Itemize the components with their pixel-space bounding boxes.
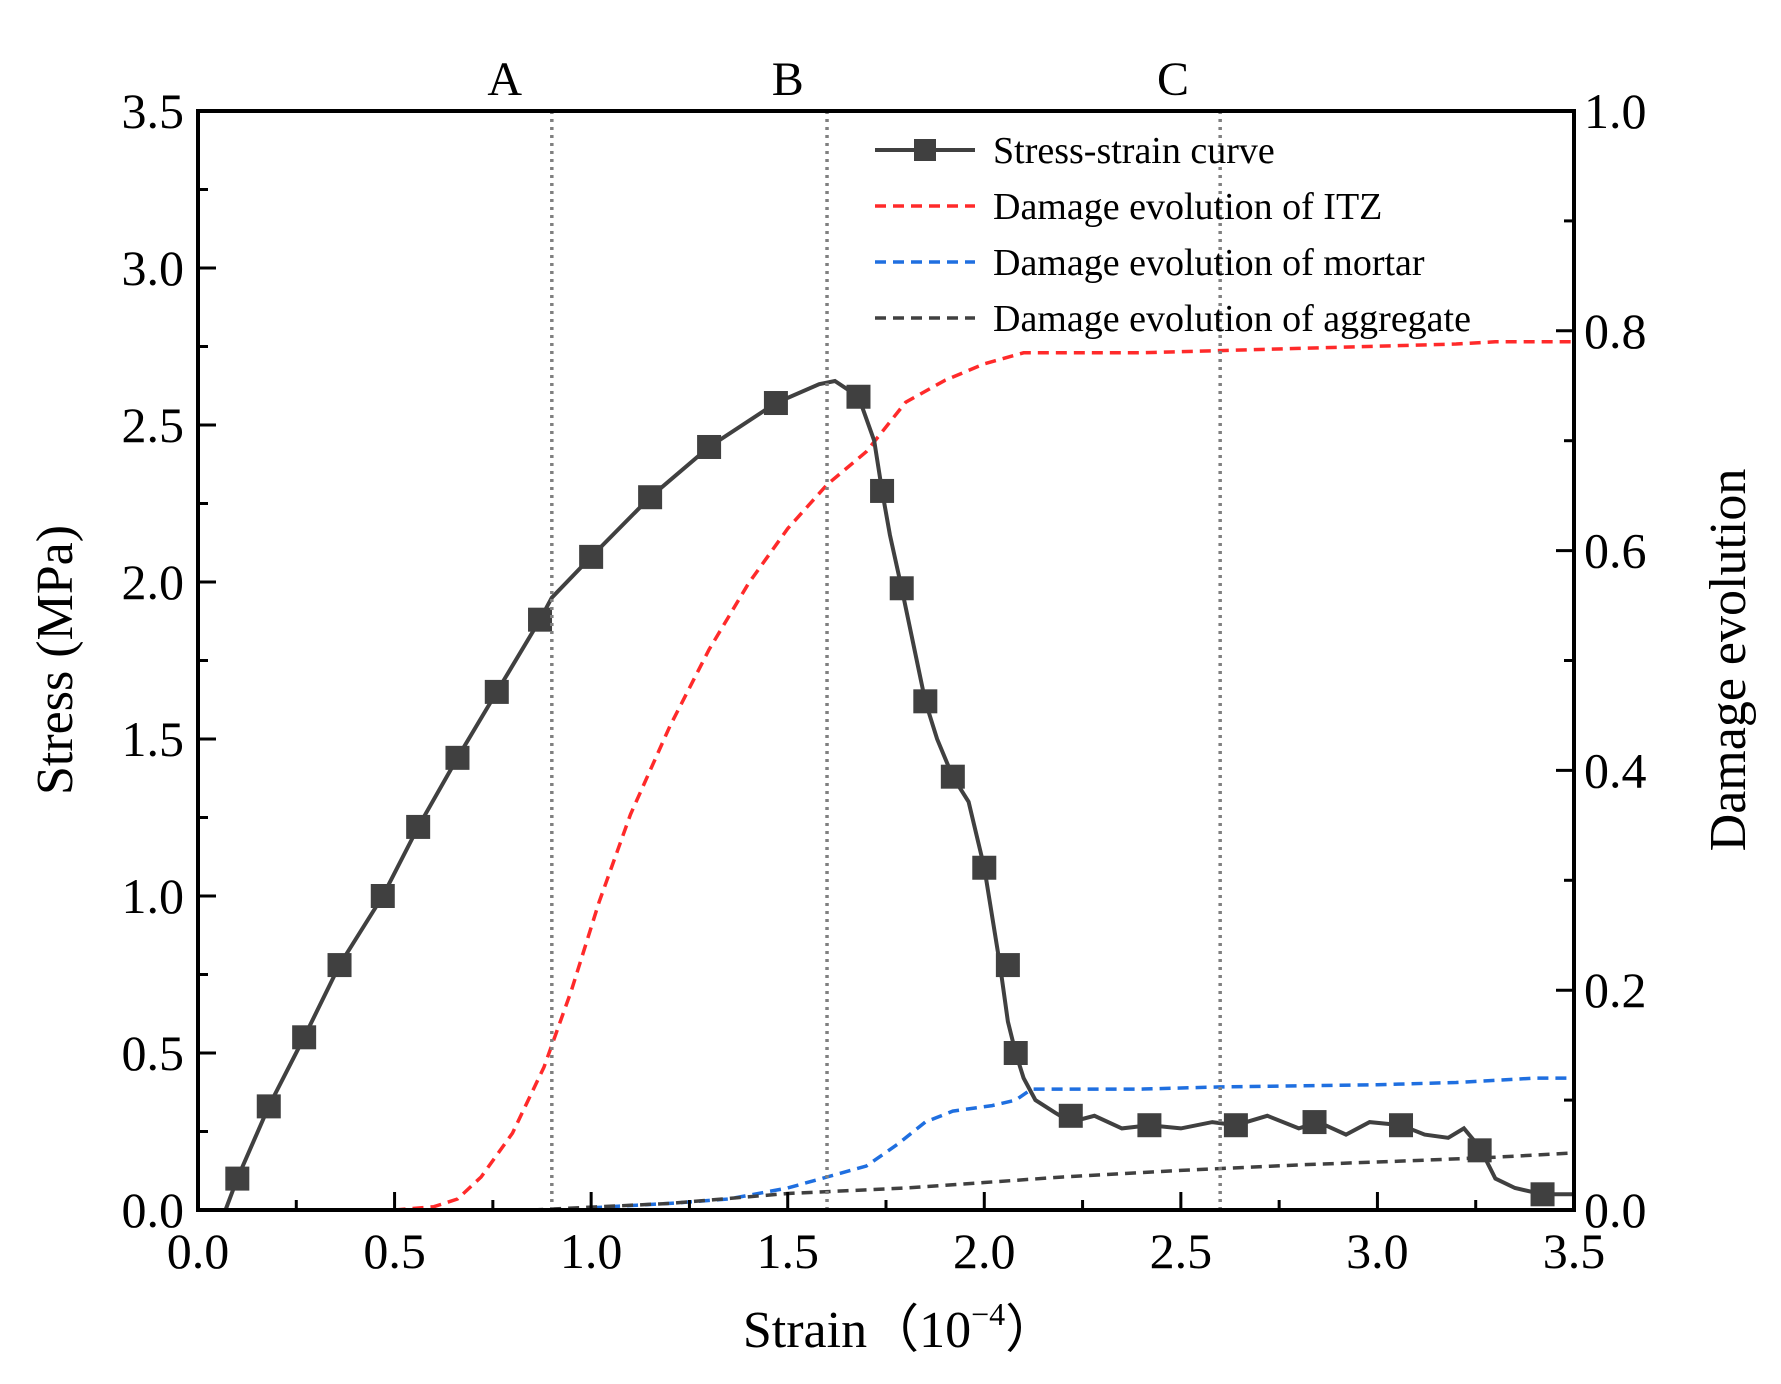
x-axis-title: Strain（10−4）: [743, 1296, 1057, 1359]
stress-marker: [1389, 1113, 1414, 1138]
y-right-tick-label: 0.4: [1584, 742, 1647, 798]
y-right-tick-label: 0.8: [1584, 303, 1647, 359]
stress-marker: [579, 544, 604, 569]
x-axis-title-text: Strain（: [743, 1302, 919, 1359]
stress-marker: [1530, 1182, 1555, 1207]
y-left-tick-label: 1.5: [122, 711, 185, 767]
stress-marker: [1223, 1113, 1248, 1138]
stress-marker: [870, 478, 895, 503]
legend-marker-stress-strain-curve: [914, 139, 936, 161]
stress-marker: [697, 434, 722, 459]
stress-marker: [225, 1166, 250, 1191]
y-right-tick-label: 0.6: [1584, 523, 1647, 579]
region-label-a: A: [487, 53, 522, 106]
stress-marker: [1467, 1138, 1492, 1163]
stress-marker: [445, 745, 470, 770]
stress-marker: [528, 607, 553, 632]
x-tick-label: 2.5: [1150, 1223, 1213, 1279]
stress-marker: [406, 814, 431, 839]
stress-marker: [484, 679, 509, 704]
x-tick-label: 3.5: [1543, 1223, 1606, 1279]
x-tick-label: 0.5: [363, 1223, 426, 1279]
x-axis-unit-base: 10: [919, 1302, 971, 1359]
stress-marker: [370, 884, 395, 908]
y-left-axis-title: Stress (MPa): [27, 525, 84, 795]
series-line-damage-evolution-of-itz: [394, 340, 1574, 1212]
series-line-stress-strain-curve: [223, 378, 1574, 1211]
legend-label-stress-strain-curve: Stress-strain curve: [993, 130, 1275, 172]
stress-marker: [972, 855, 997, 880]
region-lines: A B C: [487, 53, 1222, 1210]
region-label-b: B: [772, 53, 804, 106]
legend-label-damage-evolution-of-itz: Damage evolution of ITZ: [993, 186, 1382, 228]
y-right-tick-label: 0.2: [1584, 962, 1647, 1018]
y-right-axis-title: Damage evolution: [1700, 469, 1757, 852]
legend: Stress-strain curve Damage evolution of I…: [875, 130, 1471, 340]
series-layer: [223, 340, 1575, 1212]
x-tick-label: 1.0: [560, 1223, 623, 1279]
x-axis-title-close: ）: [1005, 1302, 1057, 1359]
region-label-c: C: [1157, 53, 1189, 106]
stress-marker: [889, 576, 914, 601]
legend-label-damage-evolution-of-aggregate: Damage evolution of aggregate: [993, 298, 1471, 340]
y-right-tick-label: 0.0: [1584, 1182, 1647, 1238]
x-axis-unit-exponent: −4: [971, 1296, 1005, 1332]
y-right-tick-label: 1.0: [1584, 83, 1647, 139]
stress-marker: [1137, 1113, 1162, 1138]
y-left-tick-label: 3.5: [122, 83, 185, 139]
y-left-tick-label: 2.5: [122, 397, 185, 453]
x-tick-label: 2.0: [953, 1223, 1016, 1279]
stress-marker: [995, 953, 1020, 978]
axis-ticks: [196, 109, 1576, 1212]
y-left-tick-label: 2.0: [122, 554, 185, 610]
stress-marker: [1302, 1110, 1327, 1135]
stress-marker: [846, 384, 871, 409]
stress-marker: [1003, 1041, 1028, 1065]
x-tick-label: 3.0: [1346, 1223, 1409, 1279]
series-line-damage-evolution-of-mortar: [591, 1076, 1574, 1210]
stress-marker: [940, 764, 965, 789]
stress-marker: [913, 689, 938, 714]
legend-label-damage-evolution-of-mortar: Damage evolution of mortar: [993, 242, 1425, 284]
series-line-damage-evolution-of-aggregate: [532, 1151, 1575, 1212]
x-tick-label: 0.0: [167, 1223, 230, 1279]
x-tick-label: 1.5: [756, 1223, 819, 1279]
y-left-tick-label: 0.5: [122, 1025, 185, 1081]
y-left-tick-label: 0.0: [122, 1182, 185, 1238]
y-left-tick-label: 3.0: [122, 240, 185, 296]
y-left-tick-label: 1.0: [122, 868, 185, 924]
stress-marker: [256, 1094, 281, 1119]
stress-marker: [327, 953, 352, 978]
axis-tick-labels: 0.0 0.5 1.0 1.5 2.0 2.5 3.0 3.50.00.51.01.52.02…: [122, 83, 1647, 1279]
stress-marker: [763, 391, 788, 416]
stress-marker: [638, 485, 663, 510]
stress-marker: [292, 1025, 317, 1050]
stress-marker: [1058, 1103, 1083, 1128]
